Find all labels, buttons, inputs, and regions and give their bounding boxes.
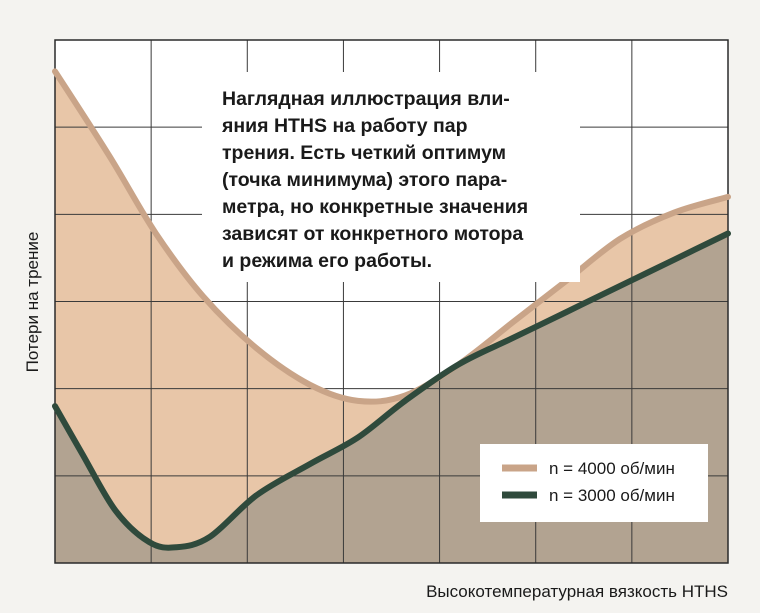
annotation-line: зависят от конкретного мотора xyxy=(222,223,523,245)
x-axis-label: Высокотемпературная вязкость HTHS xyxy=(426,582,728,601)
line-layer xyxy=(52,68,731,551)
annotation-line: трения. Есть четкий оптимум xyxy=(222,142,506,164)
legend-label-2: n = 3000 об/мин xyxy=(549,486,675,505)
annotation-box xyxy=(202,72,580,282)
annotation-text: Наглядная иллюстрация вли-яния HTHS на р… xyxy=(221,88,528,272)
annotation-line: и режима его работы. xyxy=(222,250,432,272)
series-line-2 xyxy=(52,230,731,551)
legend-label-1: n = 4000 об/мин xyxy=(549,459,675,478)
legend: n = 4000 об/мин n = 3000 об/мин xyxy=(502,459,675,505)
annotation-line: яния HTHS на работу пар xyxy=(221,115,468,137)
legend-box xyxy=(480,444,708,522)
annotation-line: Наглядная иллюстрация вли- xyxy=(222,88,510,110)
annotation-line: метра, но конкретные значения xyxy=(222,196,528,218)
plot-frame xyxy=(54,39,729,564)
y-axis-label: Потери на трение xyxy=(23,232,42,373)
series-line-1 xyxy=(52,68,731,405)
annotation-line: (точка минимума) этого пара- xyxy=(222,169,507,191)
